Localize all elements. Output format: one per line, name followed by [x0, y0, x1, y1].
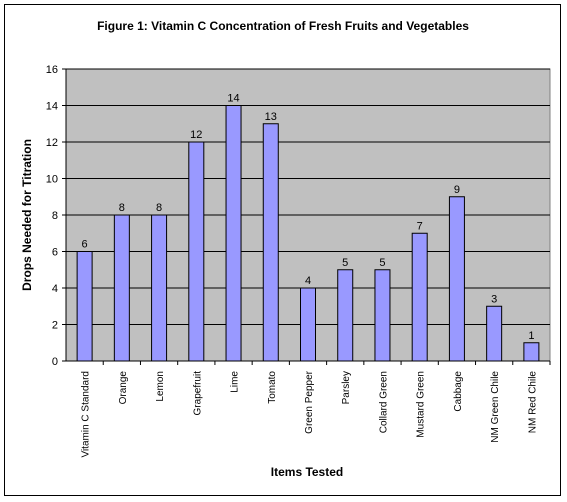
bar	[225, 105, 242, 362]
bars	[76, 105, 540, 362]
data-label: 8	[156, 202, 162, 214]
bar	[337, 269, 354, 362]
y-tick-label: 10	[46, 174, 58, 186]
bar	[188, 141, 205, 362]
data-label: 7	[417, 220, 423, 232]
data-label: 14	[227, 93, 239, 105]
x-tick-label: Mustard Green	[416, 371, 427, 438]
y-tick-label: 16	[46, 64, 58, 76]
bar	[300, 287, 316, 362]
x-tick-label: Cabbage	[453, 371, 464, 412]
data-label: 6	[82, 239, 88, 251]
data-label: 9	[454, 184, 460, 196]
data-label: 12	[190, 129, 202, 141]
x-tick-label: Orange	[118, 371, 129, 405]
data-label: 1	[528, 330, 534, 342]
y-tick-label: 8	[52, 210, 58, 222]
bar	[113, 214, 130, 362]
data-labels: 6 8 8 12 14 13 4 5 5 7 9 3 1	[82, 93, 535, 342]
bar	[448, 196, 465, 362]
x-tick-label: Collard Green	[378, 371, 389, 433]
y-tick-label: 14	[46, 101, 58, 113]
data-label: 8	[119, 202, 125, 214]
data-label: 5	[379, 257, 385, 269]
x-tick-label: NM Green Chile	[490, 371, 501, 443]
data-label: 13	[265, 111, 277, 123]
bar	[486, 305, 503, 362]
bar	[76, 251, 93, 362]
bar	[523, 342, 540, 362]
x-tick-label: Parsley	[341, 371, 352, 404]
x-tick-label: Tomato	[267, 371, 278, 404]
data-label: 4	[305, 275, 311, 287]
chart-title: Figure 1: Vitamin C Concentration of Fre…	[97, 19, 469, 33]
x-tick-label: NM Red Chile	[527, 371, 538, 434]
bar	[411, 232, 428, 362]
data-label: 3	[491, 293, 497, 305]
x-axis-title: Items Tested	[271, 465, 343, 479]
x-tick-label: Grapefruit	[192, 371, 203, 416]
bar	[151, 214, 168, 362]
y-tick-label: 4	[52, 283, 58, 295]
y-tick-label: 0	[52, 356, 58, 368]
y-tick-label: 6	[52, 247, 58, 259]
x-tick-label: Green Pepper	[304, 370, 315, 433]
x-tick-label: Lime	[230, 371, 241, 393]
x-tick-label: Vitamin C Standard	[81, 371, 92, 458]
y-axis-title: Drops Needed for Titration	[20, 139, 34, 291]
data-label: 5	[342, 257, 348, 269]
x-tick-label: Lemon	[155, 371, 166, 402]
y-tick-label: 12	[46, 137, 58, 149]
bar	[374, 269, 391, 362]
y-tick-label: 2	[52, 320, 58, 332]
x-axis-ticks: Vitamin C Standard Orange Lemon Grapefruit L…	[81, 361, 551, 458]
bar	[262, 123, 279, 362]
